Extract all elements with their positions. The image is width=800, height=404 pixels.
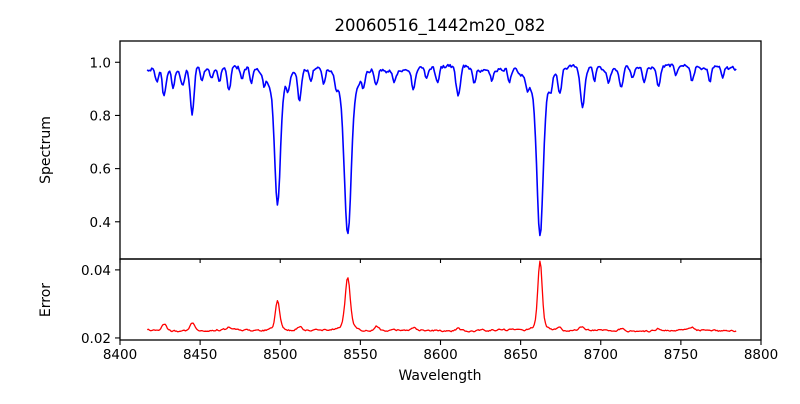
x-tick-label: 8400	[103, 347, 137, 363]
x-axis-label: Wavelength	[398, 368, 481, 384]
x-tick-label: 8800	[744, 347, 778, 363]
spectrum-line	[146, 63, 737, 237]
y-axis-label-error: Error	[38, 283, 54, 317]
y-tick-label: 0.04	[81, 263, 111, 279]
error-panel-frame	[119, 258, 762, 341]
plot-content: 8400 8450 8500 8550 8600 8650 8700 8750 8800 0.4 0…	[81, 55, 778, 363]
x-tick-label: 8550	[343, 347, 377, 363]
y-tick-label: 1.0	[90, 55, 111, 71]
y-tick-label: 0.4	[90, 215, 111, 231]
x-tick-label: 8450	[183, 347, 217, 363]
y-axis-label-spectrum: Spectrum	[38, 116, 54, 184]
y-tick-label: 0.6	[90, 162, 111, 178]
x-tick-label: 8700	[584, 347, 618, 363]
plot-title: 20060516_1442m20_082	[334, 16, 545, 36]
y-tick-label: 0.02	[81, 331, 111, 347]
spectrum-panel-frame	[119, 40, 762, 260]
y-tick-label: 0.8	[90, 108, 111, 124]
x-tick-label: 8500	[263, 347, 297, 363]
x-tick-label: 8650	[503, 347, 537, 363]
error-line	[147, 260, 737, 333]
x-tick-label: 8600	[423, 347, 457, 363]
x-tick-label: 8750	[664, 347, 698, 363]
